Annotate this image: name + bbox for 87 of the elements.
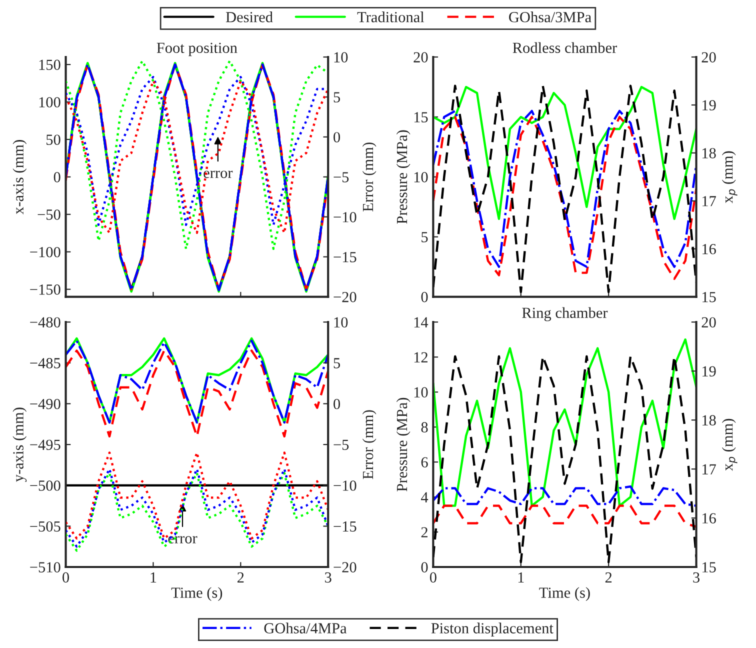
line-series: [433, 86, 696, 220]
chart-title: Ring chamber: [522, 307, 608, 322]
y-tick-label: 0: [421, 292, 428, 302]
annotation: error: [168, 536, 198, 544]
y2-tick-label: −15: [334, 521, 356, 532]
y-tick-label: −495: [30, 440, 60, 450]
x-tick-label: 2: [605, 572, 612, 582]
y-axis-title: y-axis (mm): [12, 408, 27, 482]
y2-tick-label: −20: [334, 292, 356, 302]
y2-tick-label: 0: [334, 398, 340, 410]
y2-tick-label: 19: [702, 100, 716, 110]
x-axis-title: Time (s): [171, 587, 222, 601]
y2-tick-label: −5: [334, 172, 349, 182]
y2-tick-label: −5: [334, 440, 349, 450]
y-tick-label: −500: [30, 480, 60, 491]
y2-tick-label: −10: [334, 212, 356, 222]
y-tick-label: −50: [38, 210, 60, 220]
y2-tick-label: −15: [334, 252, 356, 262]
y2-tick-label: 18: [702, 148, 716, 158]
y-axis-title: x-axis (mm): [12, 140, 27, 214]
x-tick-label: 2: [238, 572, 244, 582]
y2-tick-label: 20: [702, 52, 716, 62]
y2-tick-label: 5: [334, 92, 340, 102]
y2-tick-label: 15: [702, 292, 716, 302]
y2-axis-title: x$_{p}$ (mm): [722, 418, 738, 471]
y2-axis-title: x$_{p}$ (mm): [722, 151, 738, 204]
x-tick-label: 3: [325, 572, 332, 583]
y2-tick-label: 5: [334, 358, 340, 368]
y-tick-label: 50: [46, 134, 60, 145]
y-tick-label: 8: [421, 422, 428, 432]
y-tick-label: −100: [30, 246, 60, 258]
y2-tick-label: 16: [702, 513, 716, 524]
y-tick-label: −150: [30, 284, 60, 295]
y-tick-label: 150: [39, 60, 60, 70]
y-tick-label: 10: [414, 387, 428, 398]
y-tick-label: 5: [422, 232, 428, 242]
annotation: error: [204, 170, 233, 178]
line-series: [433, 338, 696, 507]
y-tick-label: −505: [30, 521, 60, 532]
y-tick-label: −480: [30, 317, 60, 328]
x-tick-label: 1: [518, 572, 524, 582]
x-tick-label: 0: [62, 572, 70, 583]
y2-tick-label: −10: [334, 480, 356, 491]
y-tick-label: −510: [30, 562, 60, 572]
x-tick-label: 3: [693, 572, 700, 583]
y-tick-label: 2: [421, 527, 428, 538]
y2-tick-label: 20: [702, 317, 716, 328]
y-tick-label: 15: [414, 112, 428, 122]
y-tick-label: −485: [30, 358, 60, 368]
line-series: [433, 355, 696, 564]
y2-tick-label: 17: [702, 196, 716, 206]
y-tick-label: 20: [414, 52, 428, 62]
y2-tick-label: −20: [334, 562, 356, 572]
y-tick-label: 12: [414, 352, 428, 362]
legend-label: Desired: [226, 12, 273, 22]
y-tick-label: 100: [39, 97, 60, 108]
legend-label: GOhsa/4MPa: [264, 622, 347, 634]
y2-tick-label: 15: [702, 562, 716, 572]
y2-tick-label: 10: [334, 52, 348, 62]
line-series: [433, 485, 696, 507]
legend-label: Piston displacement: [431, 622, 554, 637]
x-tick-label: 1: [150, 572, 156, 582]
y-axis-title: Pressure (MPa): [396, 130, 410, 224]
y2-tick-label: 19: [702, 366, 716, 376]
y2-tick-label: 10: [334, 317, 348, 328]
y2-tick-label: 18: [702, 415, 716, 426]
y2-tick-label: 16: [702, 244, 716, 254]
line-series: [66, 350, 328, 438]
legend-label: Traditional: [357, 12, 424, 22]
y-tick-label: 0: [421, 562, 428, 572]
y-tick-label: 14: [414, 317, 428, 328]
y-tick-label: 6: [421, 457, 428, 468]
y-tick-label: −490: [30, 398, 60, 410]
y-tick-label: 0: [54, 172, 60, 182]
x-tick-label: 0: [430, 572, 436, 583]
chart-title: Rodless chamber: [512, 42, 617, 54]
legend-label: GOhsa/3MPa: [509, 12, 592, 22]
x-axis-title: Time (s): [539, 587, 590, 601]
y-tick-label: 4: [420, 492, 428, 502]
y2-tick-label: 17: [702, 464, 716, 474]
y2-tick-label: 0: [334, 132, 340, 142]
y2-axis-title: Error (mm): [362, 410, 376, 480]
chart-title: Foot position: [156, 42, 238, 56]
y-tick-label: 10: [414, 172, 428, 182]
line-series: [433, 84, 696, 294]
y-axis-title: Pressure (MPa): [396, 398, 410, 492]
y2-axis-title: Error (mm): [362, 142, 376, 212]
